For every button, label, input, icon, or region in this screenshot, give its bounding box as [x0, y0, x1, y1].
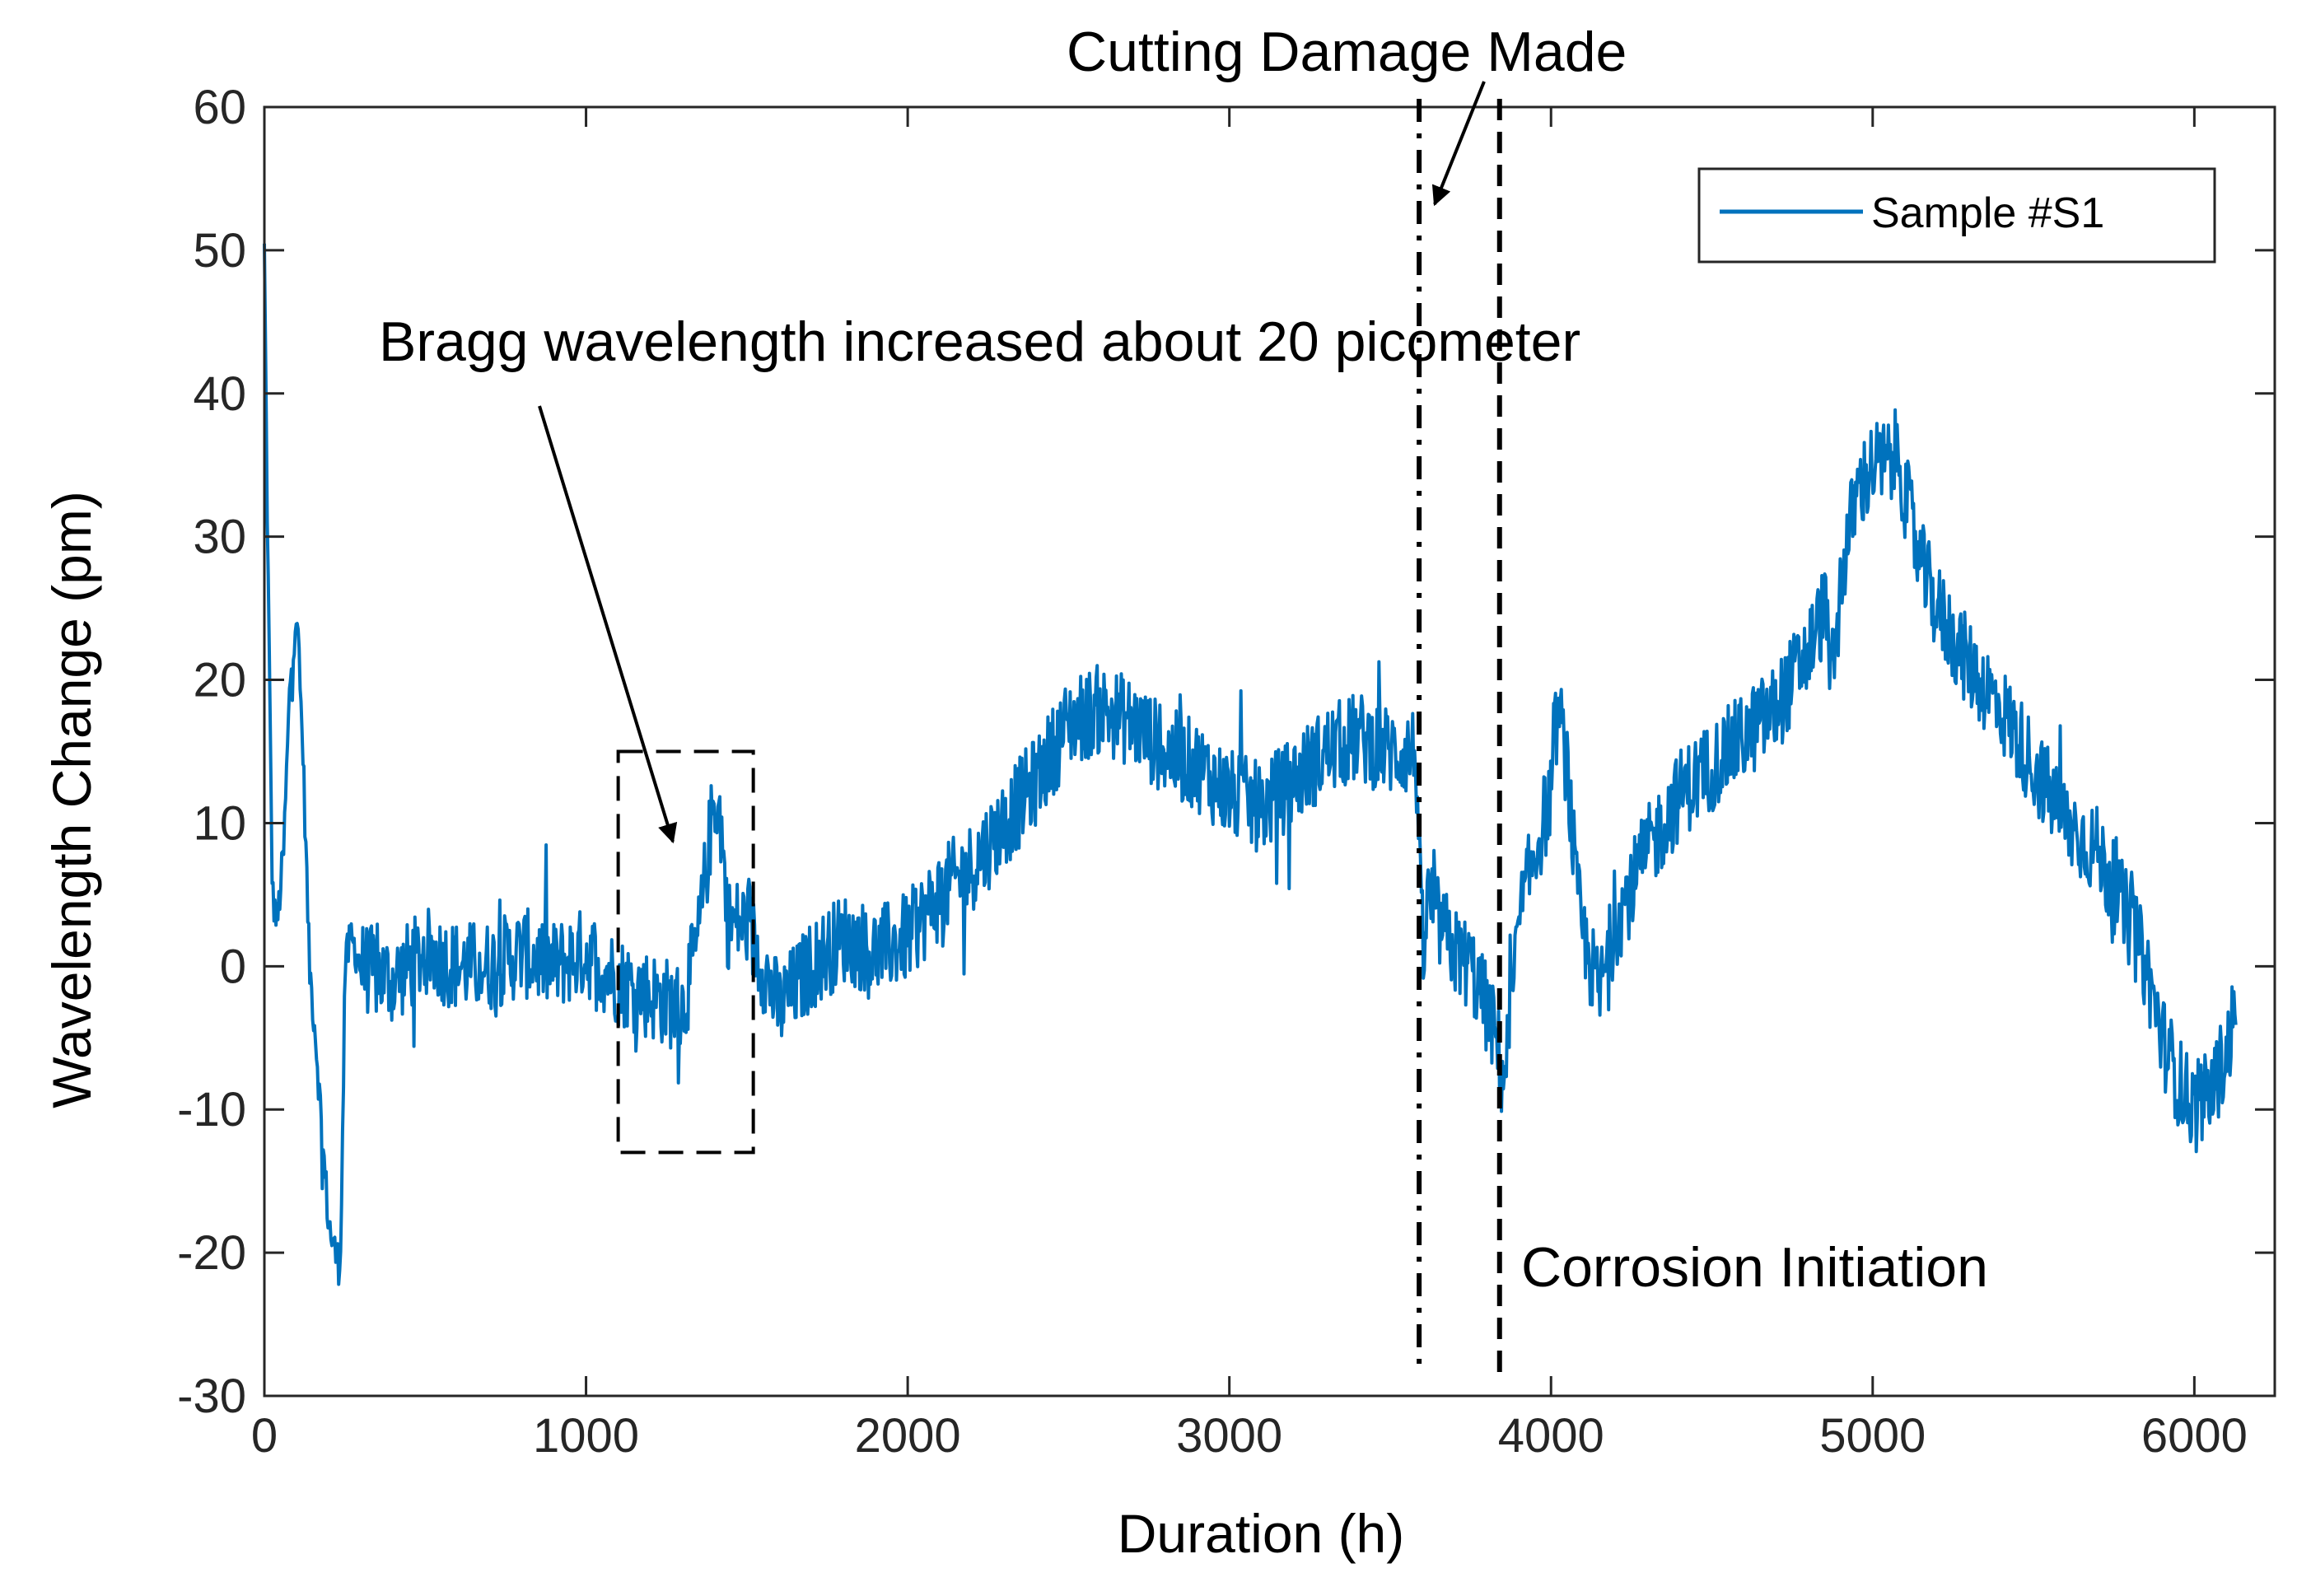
x-tick-label: 5000 [1819, 1409, 1926, 1463]
annotation-layer [538, 81, 1502, 1382]
axes-layer: 0 1000 2000 3000 4000 5000 6000 -30 -20 -10 0 10 20 3… [177, 81, 2276, 1463]
x-tick-label: 3000 [1176, 1409, 1282, 1463]
y-tick-label: 10 [193, 796, 246, 850]
legend-box [1697, 167, 2216, 264]
y-tick-label: 60 [193, 81, 246, 134]
x-tick-label: 4000 [1498, 1409, 1604, 1463]
x-tick-label: 6000 [2141, 1409, 2248, 1463]
data-series-line [263, 243, 2238, 1286]
axes-frame [263, 105, 2276, 1398]
cutting-annotation-text: Cutting Damage Made [1067, 21, 1627, 83]
y-tick-label: -30 [177, 1370, 246, 1423]
x-axis-title: Duration (h) [1118, 1503, 1404, 1564]
bragg-annotation-text: Bragg wavelength increased about 20 pico… [379, 310, 1580, 373]
y-tick-label: 0 [220, 940, 246, 993]
y-tick-label: 30 [193, 511, 246, 564]
x-tick-label: 1000 [533, 1409, 639, 1463]
y-tick-label: -20 [177, 1226, 246, 1280]
highlight-box [616, 749, 755, 1155]
legend: Sample #S1 [1697, 167, 2216, 264]
plot-layer [263, 243, 2238, 1286]
x-tick-label: 2000 [855, 1409, 961, 1463]
y-tick-label: 20 [193, 654, 246, 707]
legend-label: Sample #S1 [1871, 189, 2104, 237]
y-tick-label: -10 [177, 1083, 246, 1136]
bragg-arrow [538, 405, 678, 844]
corrosion-annotation-text: Corrosion Initiation [1521, 1236, 1988, 1299]
cutting-arrow [1431, 81, 1486, 207]
y-tick-label: 40 [193, 367, 246, 421]
x-tick-label: 0 [251, 1409, 278, 1463]
y-axis-title: Wavelength Change (pm) [41, 491, 102, 1108]
y-tick-label: 50 [193, 224, 246, 278]
